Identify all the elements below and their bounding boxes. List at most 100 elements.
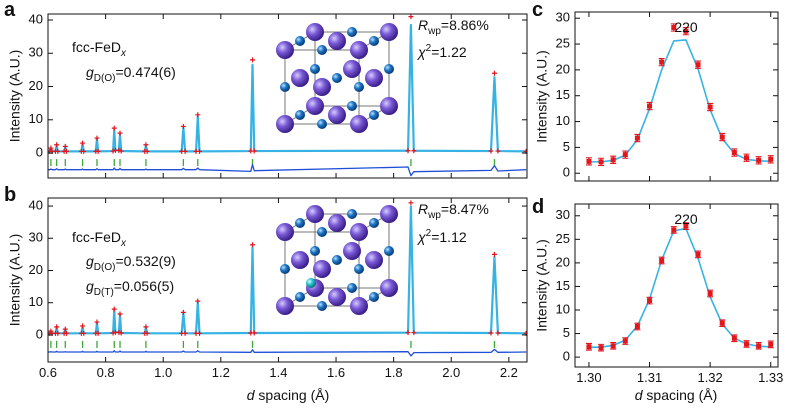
observed-point — [491, 251, 497, 257]
y-axis-label: Intensity (A.U.) — [534, 239, 550, 332]
observed-point — [55, 148, 61, 154]
rwp-label-part: R — [418, 201, 428, 217]
atom — [343, 60, 361, 78]
atom — [365, 69, 383, 87]
y-tick-label: 25 — [556, 35, 570, 50]
atom — [276, 115, 294, 133]
plot-area — [48, 14, 527, 177]
y-tick-label: 20 — [29, 78, 43, 93]
atom — [295, 218, 305, 228]
observed-point — [54, 324, 60, 330]
observed-point — [180, 123, 186, 129]
atom — [306, 97, 324, 115]
atom — [350, 41, 368, 59]
plot-frame — [47, 197, 528, 363]
observed-point — [118, 330, 124, 336]
occupancy-label-part: g — [86, 253, 94, 269]
atom — [328, 288, 346, 306]
phase-label-part: fcc-FeD — [72, 229, 121, 245]
y-tick-label: 5 — [563, 139, 570, 154]
x-axis-label-part: d — [247, 387, 256, 403]
observed-point — [610, 157, 616, 163]
observed-point — [731, 335, 737, 341]
observed-point — [94, 135, 100, 141]
x-axis-label-part: d — [635, 387, 644, 403]
x-tick-label: 2.2 — [500, 365, 518, 380]
atom — [306, 278, 316, 288]
rwp-label: Rwp=8.86% — [418, 17, 489, 37]
atom — [347, 27, 357, 37]
atom — [317, 227, 327, 237]
observed-point — [586, 158, 592, 164]
y-axis-label: Intensity (A.U.) — [534, 50, 550, 143]
atom — [295, 292, 305, 302]
phase-label: fcc-FeDx — [72, 229, 127, 249]
observed-point — [488, 330, 494, 336]
occupancy-label: gD(O)=0.474(6) — [86, 64, 176, 84]
y-tick-label: 10 — [29, 111, 43, 126]
atom — [313, 260, 331, 278]
atom — [317, 45, 327, 55]
occupancy-label: gD(O)=0.532(9) — [86, 253, 176, 273]
atom — [369, 110, 379, 120]
x-tick-label: 1.32 — [697, 370, 722, 385]
observed-point — [671, 25, 677, 31]
y-tick-label: 5 — [563, 325, 570, 340]
observed-point — [598, 159, 604, 165]
x-tick-label: 1.30 — [576, 370, 601, 385]
observed-point — [647, 103, 653, 109]
y-tick-label: 30 — [29, 230, 43, 245]
observed-point — [695, 251, 701, 257]
atom — [365, 251, 383, 269]
observed-point — [143, 142, 149, 148]
observed-point — [634, 135, 640, 141]
observed-point — [144, 330, 150, 336]
atom — [291, 69, 309, 87]
observed-point — [743, 341, 749, 347]
chi2-label: χ2=1.22 — [416, 43, 467, 60]
observed-point — [405, 148, 411, 154]
atom — [350, 223, 368, 241]
plot-frame — [574, 11, 779, 182]
observed-point — [768, 341, 774, 347]
observed-point — [250, 242, 256, 248]
atom — [380, 97, 398, 115]
observed-point — [111, 306, 117, 312]
atom — [350, 115, 368, 133]
observed-point — [111, 125, 117, 131]
x-tick-label: 0.6 — [39, 365, 57, 380]
observed-point — [94, 319, 100, 325]
observed-point — [495, 330, 501, 336]
chi2-label-part: χ — [416, 44, 426, 60]
observed-point — [116, 147, 122, 153]
phase-label: fcc-FeDx — [72, 39, 127, 59]
observed-point — [408, 200, 414, 206]
phase-label-part: x — [120, 48, 127, 59]
chi2-label: χ2=1.12 — [416, 228, 467, 245]
atom — [380, 23, 398, 41]
observed-point — [659, 258, 665, 264]
x-axis-label-part: spacing (Å) — [255, 387, 330, 403]
atom — [328, 106, 346, 124]
observed-point — [116, 329, 122, 335]
observed-point — [251, 148, 257, 154]
occupancy-label-part: D(O) — [94, 73, 116, 84]
observed-point — [110, 330, 116, 336]
atom — [354, 264, 364, 274]
atom — [328, 32, 346, 50]
observed-point — [197, 148, 203, 154]
observed-point — [251, 330, 257, 336]
x-tick-label: 1.8 — [385, 365, 403, 380]
x-axis-label-part: spacing (Å) — [643, 387, 718, 403]
atom — [332, 73, 342, 83]
plot-area — [48, 200, 527, 357]
atom — [384, 246, 394, 256]
observed-point — [250, 57, 256, 63]
reflection-label: 220 — [674, 19, 698, 35]
atom — [276, 41, 294, 59]
observed-point — [195, 112, 201, 118]
observed-point — [144, 148, 150, 154]
observed-point — [634, 323, 640, 329]
atom — [317, 301, 327, 311]
